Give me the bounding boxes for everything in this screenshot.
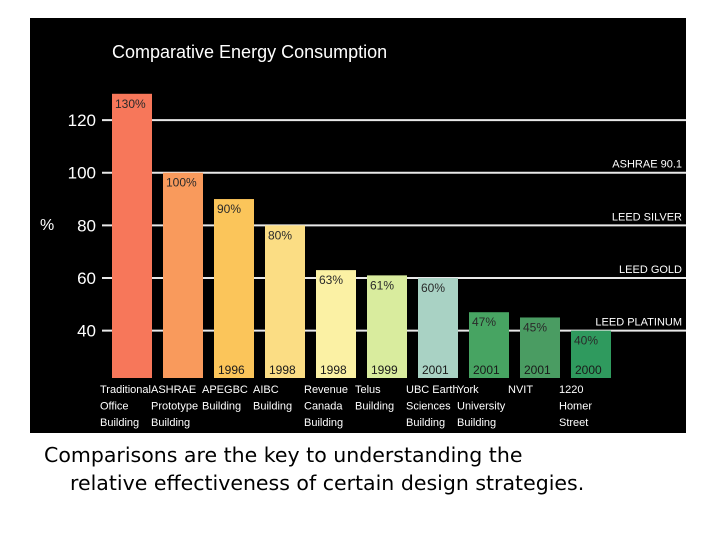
bar-8 (469, 312, 509, 378)
reference-line-label-1: ASHRAE 90.1 (612, 159, 682, 171)
y-tick-labels: 40 60 80 100 120 (68, 111, 96, 341)
y-tick-60: 60 (77, 269, 96, 288)
caption-line-2: relative effectiveness of certain design… (70, 471, 585, 495)
year-label-9: 2001 (524, 363, 551, 377)
year-label-3: 1996 (218, 363, 245, 377)
category-label-1: Traditional Office Building (100, 384, 151, 429)
value-label-7: 60% (421, 281, 445, 295)
value-label-6: 61% (370, 278, 394, 292)
bar-6 (367, 275, 407, 378)
reference-line-labels: ASHRAE 90.1 LEED SILVER LEED GOLD LEED PLAT… (595, 159, 682, 329)
value-label-3: 90% (217, 202, 241, 216)
reference-line-label-2: LEED SILVER (612, 211, 682, 223)
bars: 130% 100% 90% 1996 80% 1998 63% 1998 61% 1999 60% 2… (112, 93, 611, 378)
bar-10 (571, 330, 611, 378)
bar-2 (163, 172, 203, 378)
value-label-2: 100% (166, 176, 197, 190)
caption: Comparisons are the key to understanding… (44, 441, 694, 497)
bar-3 (214, 199, 254, 378)
chart-panel: Comparative Energy Consumption % 40 60 80 1… (30, 18, 686, 433)
year-label-8: 2001 (473, 363, 500, 377)
category-label-9: NVIT (508, 384, 533, 396)
bar-9 (520, 317, 560, 378)
year-label-10: 2000 (575, 363, 602, 377)
value-label-1: 130% (115, 97, 146, 111)
value-label-5: 63% (319, 273, 343, 287)
year-label-4: 1998 (269, 363, 296, 377)
y-tick-100: 100 (68, 164, 96, 183)
value-label-10: 40% (574, 334, 598, 348)
category-label-2: ASHRAE Prototype Building (151, 384, 198, 429)
category-label-7: UBC Earth Sciences Building (406, 384, 459, 429)
category-label-6: Telus Building (355, 384, 394, 413)
category-label-10: 1220 Homer Street (559, 384, 592, 429)
y-tick-40: 40 (77, 322, 96, 341)
value-label-4: 80% (268, 228, 292, 242)
value-label-8: 47% (472, 315, 496, 329)
caption-line-1: Comparisons are the key to understanding… (44, 443, 523, 467)
value-label-9: 45% (523, 320, 547, 334)
reference-line-label-3: LEED GOLD (619, 264, 682, 276)
category-label-8: York University Building (457, 384, 506, 429)
chart-title: Comparative Energy Consumption (112, 42, 387, 62)
bar-4 (265, 225, 305, 378)
year-label-5: 1998 (320, 363, 347, 377)
bar-5 (316, 270, 356, 378)
category-label-5: Revenue Canada Building (304, 384, 348, 429)
reference-line-label-4: LEED PLATINUM (595, 317, 682, 329)
bar-chart: Comparative Energy Consumption % 40 60 80 1… (40, 42, 686, 429)
bar-1 (112, 93, 152, 378)
year-label-7: 2001 (422, 363, 449, 377)
category-label-4: AIBC Building (253, 384, 292, 413)
year-label-6: 1999 (371, 363, 398, 377)
y-tick-80: 80 (77, 216, 96, 235)
category-label-3: APEGBC Building (202, 384, 248, 413)
y-tick-120: 120 (68, 111, 96, 130)
bar-7 (418, 278, 458, 378)
y-axis-label: % (40, 217, 54, 234)
